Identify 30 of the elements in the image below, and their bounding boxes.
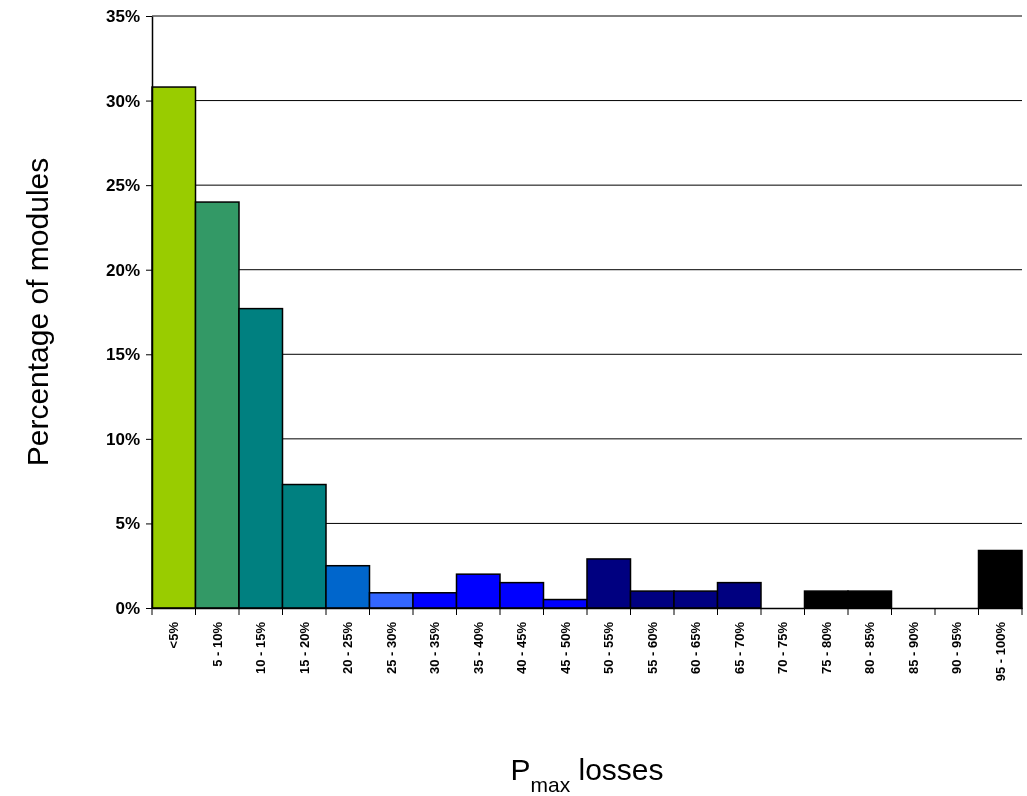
y-tick-label: 15%: [105, 345, 140, 365]
x-axis-title: P$_{max}$ losses: [510, 753, 664, 796]
x-tick-label: 15 - 20%: [296, 621, 312, 675]
x-tick-label: 50 - 55%: [601, 621, 617, 675]
x-tick-label: 85 - 90%: [905, 621, 921, 675]
y-axis-title: Percentage of modules: [21, 157, 54, 467]
x-tick-label: 70 - 75%: [775, 621, 791, 675]
y-tick-label: 20%: [105, 260, 140, 280]
x-tick-label: 5 - 10%: [209, 621, 225, 667]
y-tick-label: 25%: [105, 176, 140, 196]
x-tick-label: 45 - 50%: [557, 621, 573, 675]
x-tick-label: 35 - 40%: [470, 621, 486, 675]
x-tick-label: 80 - 85%: [862, 621, 878, 675]
x-tick-label: 60 - 65%: [688, 621, 704, 675]
x-tick-label: 90 - 95%: [949, 621, 965, 675]
y-tick-label: 0%: [115, 598, 140, 618]
y-tick-label: 30%: [105, 91, 140, 111]
x-tick-label: 55 - 60%: [644, 621, 660, 675]
x-tick-label: 30 - 35%: [427, 621, 443, 675]
x-tick-label: <5%: [166, 621, 182, 649]
x-tick-label: 75 - 80%: [818, 621, 834, 675]
x-tick-label: 10 - 15%: [253, 621, 269, 675]
x-tick-label: 40 - 45%: [514, 621, 530, 675]
x-tick-label: 25 - 30%: [383, 621, 399, 675]
y-tick-label: 35%: [105, 6, 140, 26]
y-tick-label: 10%: [105, 429, 140, 449]
x-tick-label: 95 - 100%: [992, 621, 1008, 682]
x-tick-label: 65 - 70%: [731, 621, 747, 675]
x-tick-label: 20 - 25%: [340, 621, 356, 675]
y-tick-label: 5%: [115, 514, 140, 534]
